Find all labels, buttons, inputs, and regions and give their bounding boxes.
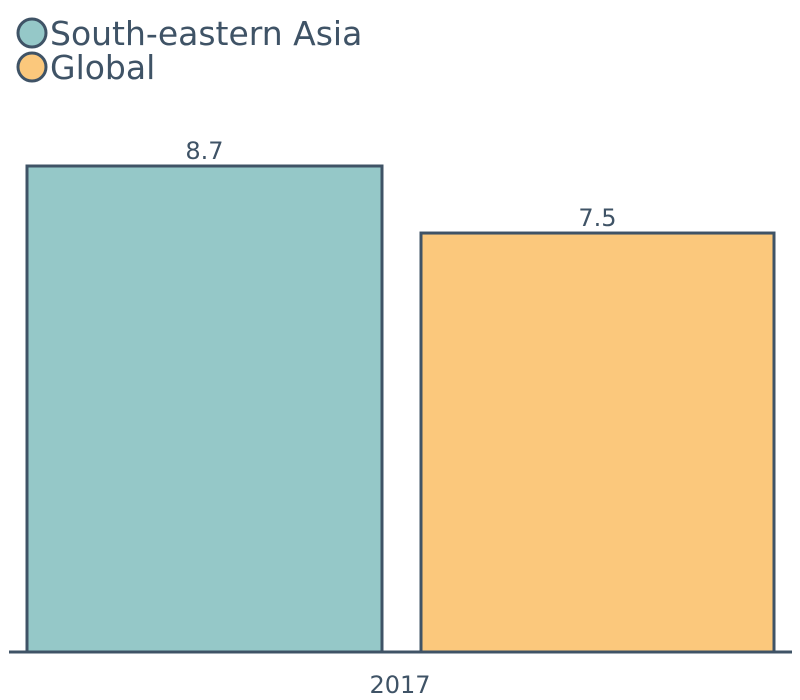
bar-south-eastern-asia-2017 — [25, 164, 384, 654]
bar-global-2017 — [419, 231, 776, 654]
legend-swatch-global — [16, 51, 48, 83]
legend-label-global: Global — [50, 48, 155, 87]
legend-item-south-eastern-asia: South-eastern Asia — [16, 14, 362, 53]
legend-label-south-eastern-asia: South-eastern Asia — [50, 14, 362, 53]
data-label-south-eastern-asia-2017: 8.7 — [185, 137, 223, 165]
data-label-global-2017: 7.5 — [578, 204, 616, 232]
legend-item-global: Global — [16, 48, 155, 87]
x-tick-label-2017: 2017 — [369, 671, 430, 699]
legend: South-eastern Asia Global — [16, 14, 362, 87]
legend-swatch-south-eastern-asia — [16, 17, 48, 49]
plot-area: 8.7 7.5 2017 — [9, 137, 792, 699]
